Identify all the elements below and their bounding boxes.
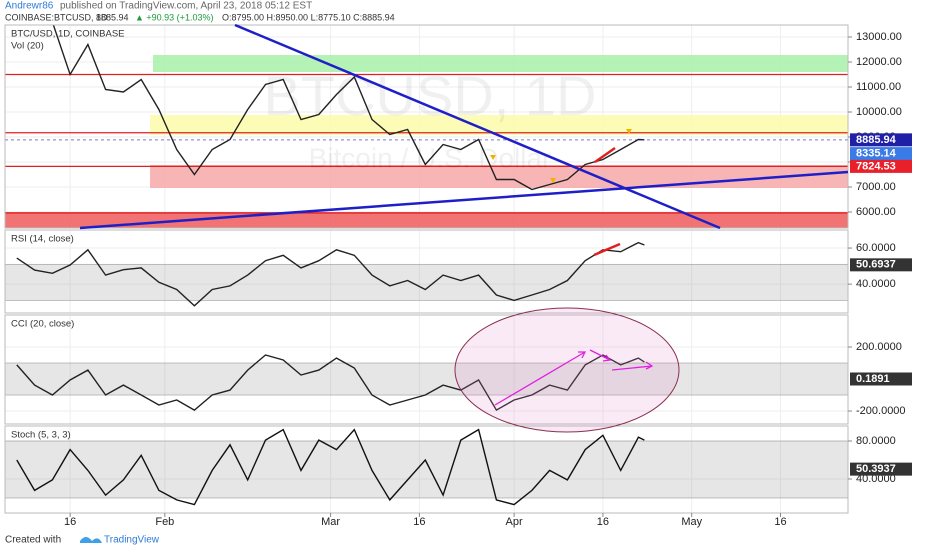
author[interactable]: Andrewr86 [5,1,54,12]
panel-frame [4,229,849,314]
price: 8885.94 [96,12,129,22]
y-tick-label: 13000.00 [856,31,902,43]
panel-title: Stoch (5, 3, 3) [11,430,71,441]
y-tick-label: 200.0000 [856,341,902,353]
last-label-box [850,462,912,476]
drawings [79,23,849,433]
footer-brand[interactable]: TradingView [104,535,160,546]
x-tick-label: 16 [413,516,425,528]
panel-frame [4,24,849,229]
panel [5,426,848,513]
price-label-box [850,147,912,161]
change: ▲ +90.93 (+1.03%) [135,12,213,22]
y-tick-label: 40.0000 [856,278,896,290]
panel-subtitle: Vol (20) [11,41,44,52]
band [5,440,848,499]
arrows [494,349,654,406]
panel-title: BTC/USD, 1D, COINBASE [11,29,125,40]
last-label-box [850,258,912,272]
zone [5,212,848,228]
ohlc: O:8795.00 H:8950.00 L:8775.10 C:8885.94 [222,12,395,22]
panel-frame [4,314,849,425]
y-tick-label: 60.0000 [856,242,896,254]
last-label: 50.6937 [856,259,896,271]
x-tick-label: May [681,516,702,528]
last-label: 0.1891 [856,373,890,385]
x-tick-label: Apr [506,516,523,528]
panel-frame [4,425,849,514]
last-label-box [850,372,912,386]
band [5,362,848,396]
zone [150,115,848,135]
watermark-sub: Bitcoin / U.S. Dollar [309,142,552,173]
last-label: 50.3937 [856,463,896,475]
panel [5,230,848,313]
series-line [16,428,645,506]
y-tick-label: 12000.00 [856,56,902,68]
y-tick-label: 11000.00 [856,81,901,93]
y-tick-label: 40.0000 [856,473,896,485]
zone [150,165,848,188]
price-label-box [850,133,912,147]
price-label-box [850,159,912,173]
trendline [234,23,721,230]
trendline [79,170,849,230]
y-tick-label: -200.0000 [856,405,906,417]
marker-line [593,242,621,257]
series-line [16,354,645,412]
watermark: BTCUSD, 1D [264,64,597,127]
price-label: 8335.14 [856,148,897,160]
x-tick-label: 16 [64,516,76,528]
x-tick-label: 16 [774,516,786,528]
panel: BTCUSD, 1D Bitcoin / U.S. Dollar [5,25,848,228]
zone [152,55,848,72]
price-label: 8885.94 [856,134,897,146]
panel [5,315,848,424]
panel-title: CCI (20, close) [11,319,74,330]
footer-created: Created with [5,535,61,546]
logo [80,537,102,543]
series-line [16,241,645,307]
x-tick-label: Feb [155,516,174,528]
y-tick-label: 10000.00 [856,106,902,118]
y-tick-label: 7000.00 [856,181,896,193]
series-line [52,25,645,191]
panel-title: RSI (14, close) [11,234,74,245]
x-tick-label: 16 [597,516,609,528]
band [5,263,848,301]
price-label: 7824.53 [856,160,896,172]
y-tick-label: 6000.00 [856,206,896,218]
highlight-circle [454,307,680,433]
symbol: COINBASE:BTCUSD, 1D [5,12,108,22]
y-tick-label: 80.0000 [856,435,896,447]
x-tick-label: Mar [321,516,340,528]
published: published on TradingView.com, April 23, … [60,1,312,12]
marker-line [594,146,616,164]
